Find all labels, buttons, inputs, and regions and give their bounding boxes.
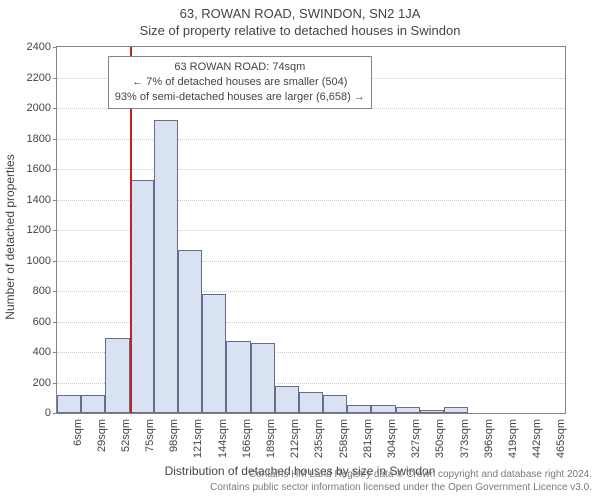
histogram-bar — [299, 392, 323, 413]
page-title: 63, ROWAN ROAD, SWINDON, SN2 1JA — [0, 6, 600, 21]
footer: Contains HM Land Registry data © Crown c… — [210, 469, 592, 494]
x-tick: 98sqm — [168, 413, 180, 452]
x-tick: 304sqm — [386, 413, 398, 458]
histogram-bar — [226, 341, 250, 413]
x-tick: 75sqm — [144, 413, 156, 452]
y-tick: 1400 — [27, 194, 57, 206]
x-tick: 6sqm — [72, 413, 84, 446]
footer-line-2: Contains public sector information licen… — [210, 482, 592, 495]
x-tick: 235sqm — [313, 413, 325, 458]
histogram-bar — [323, 395, 347, 413]
x-tick: 419sqm — [507, 413, 519, 458]
y-tick: 2400 — [27, 41, 57, 53]
x-tick: 258sqm — [338, 413, 350, 458]
x-tick: 373sqm — [459, 413, 471, 458]
histogram-bar — [275, 386, 299, 413]
page-subtitle: Size of property relative to detached ho… — [0, 23, 600, 38]
x-tick: 189sqm — [265, 413, 277, 458]
annotation-line-2: ← 7% of detached houses are smaller (504… — [115, 75, 365, 90]
histogram-bar — [347, 405, 371, 413]
x-tick: 121sqm — [192, 413, 204, 458]
histogram-bar — [130, 180, 154, 413]
histogram-bar — [371, 405, 395, 413]
histogram-bar — [154, 120, 178, 413]
histogram-bar — [202, 294, 226, 413]
histogram-bar — [81, 395, 105, 413]
x-tick: 327sqm — [410, 413, 422, 458]
y-tick: 1200 — [27, 224, 57, 236]
chart-area: Number of detached properties 0200400600… — [56, 46, 566, 414]
y-tick: 800 — [33, 285, 57, 297]
histogram-bar — [57, 395, 81, 413]
histogram-bar — [178, 250, 202, 413]
x-tick: 144sqm — [217, 413, 229, 458]
x-tick: 281sqm — [362, 413, 374, 458]
annotation-box: 63 ROWAN ROAD: 74sqm ← 7% of detached ho… — [108, 56, 372, 109]
x-tick: 396sqm — [483, 413, 495, 458]
histogram-bar — [105, 338, 129, 413]
x-tick: 52sqm — [120, 413, 132, 452]
footer-line-1: Contains HM Land Registry data © Crown c… — [210, 469, 592, 482]
annotation-line-3: 93% of semi-detached houses are larger (… — [115, 90, 365, 105]
x-tick: 442sqm — [531, 413, 543, 458]
y-tick: 200 — [33, 377, 57, 389]
x-tick: 350sqm — [434, 413, 446, 458]
plot-region: 0200400600800100012001400160018002000220… — [56, 46, 566, 414]
y-tick: 1000 — [27, 255, 57, 267]
annotation-line-1: 63 ROWAN ROAD: 74sqm — [115, 60, 365, 75]
gridline — [57, 139, 565, 140]
y-tick: 0 — [45, 407, 57, 419]
x-tick: 465sqm — [555, 413, 567, 458]
histogram-bar — [251, 343, 275, 413]
x-tick: 29sqm — [96, 413, 108, 452]
y-axis-label: Number of detached properties — [3, 154, 17, 319]
y-tick: 2200 — [27, 72, 57, 84]
x-tick: 166sqm — [241, 413, 253, 458]
y-tick: 1800 — [27, 133, 57, 145]
y-tick: 600 — [33, 316, 57, 328]
y-tick: 400 — [33, 346, 57, 358]
y-tick: 2000 — [27, 102, 57, 114]
x-tick: 212sqm — [289, 413, 301, 458]
y-tick: 1600 — [27, 163, 57, 175]
gridline — [57, 169, 565, 170]
